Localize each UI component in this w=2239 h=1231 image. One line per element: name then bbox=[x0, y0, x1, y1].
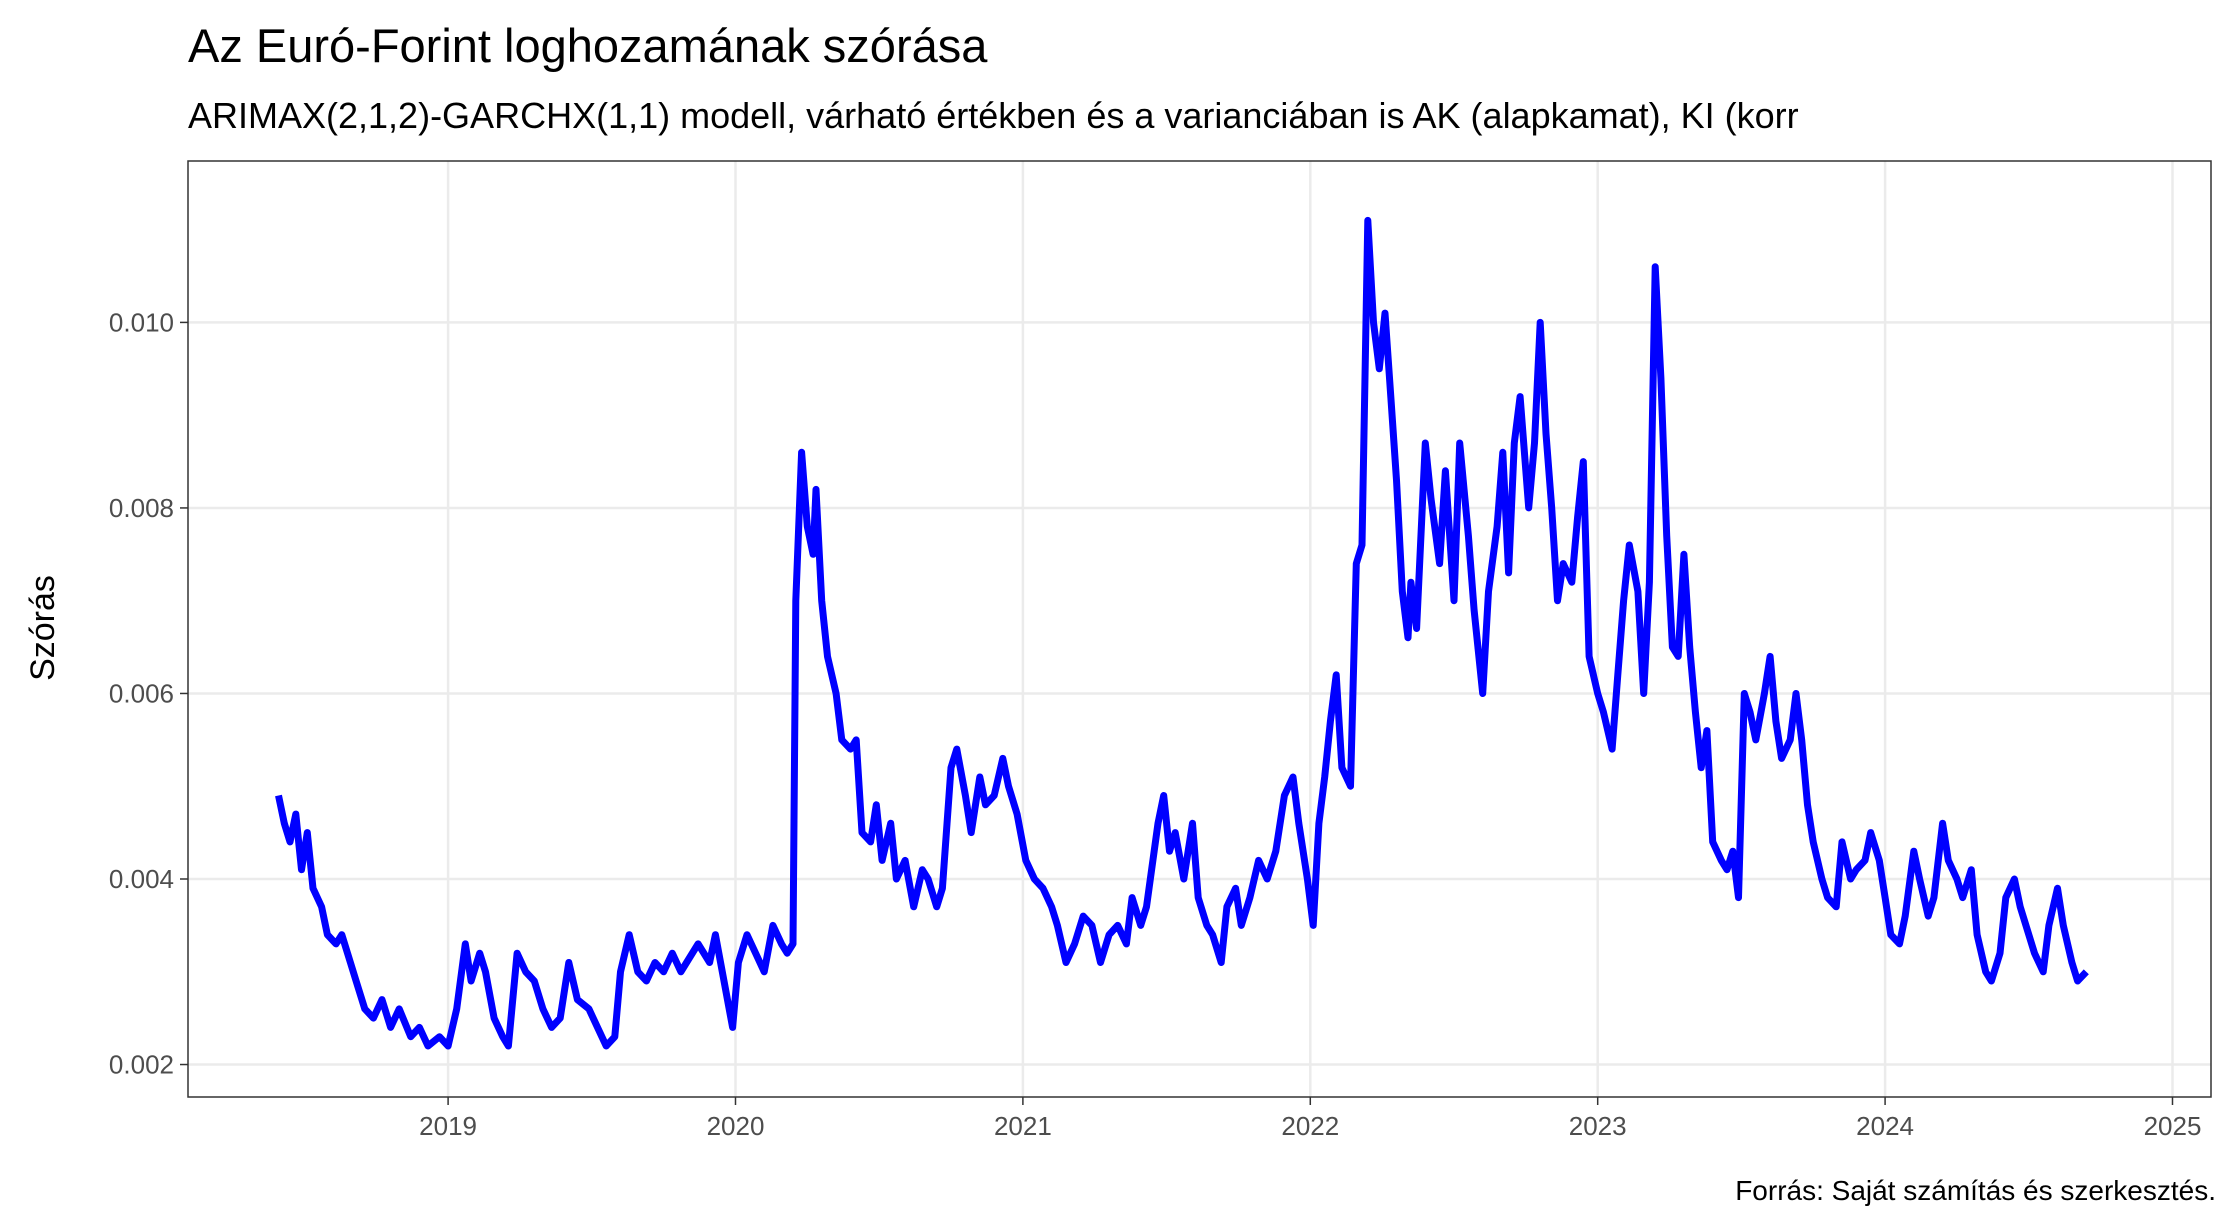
plot-frame bbox=[187, 160, 2212, 1098]
x-tick-label: 2024 bbox=[1856, 1111, 1914, 1141]
chart-subtitle: ARIMAX(2,1,2)-GARCHX(1,1) modell, várhat… bbox=[188, 95, 1799, 136]
x-tick-label: 2022 bbox=[1281, 1111, 1339, 1141]
x-tick-label: 2020 bbox=[707, 1111, 765, 1141]
y-tick-label: 0.010 bbox=[109, 307, 174, 337]
x-tick-label: 2021 bbox=[994, 1111, 1052, 1141]
y-tick-label: 0.008 bbox=[109, 493, 174, 523]
y-tick-label: 0.004 bbox=[109, 864, 174, 894]
y-tick-label: 0.006 bbox=[109, 678, 174, 708]
caption: Forrás: Saját számítás és szerkesztés. bbox=[1735, 1175, 2216, 1206]
x-tick-label: 2019 bbox=[419, 1111, 477, 1141]
chart-title: Az Euró-Forint loghozamának szórása bbox=[188, 19, 988, 72]
data-line bbox=[275, 216, 2089, 1050]
y-tick-label: 0.002 bbox=[109, 1050, 174, 1080]
y-axis-title: Szórás bbox=[24, 575, 62, 681]
x-tick-label: 2025 bbox=[2144, 1111, 2202, 1141]
x-tick-label: 2023 bbox=[1569, 1111, 1627, 1141]
